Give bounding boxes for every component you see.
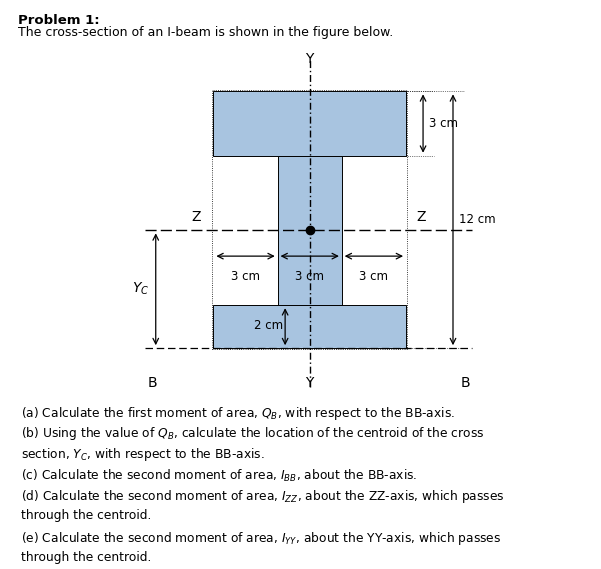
Text: (c) Calculate the second moment of area, $I_{BB}$, about the BB-axis.: (c) Calculate the second moment of area,…: [21, 468, 417, 484]
Text: B: B: [147, 376, 157, 390]
Text: (e) Calculate the second moment of area, $I_{YY}$, about the YY-axis, which pass: (e) Calculate the second moment of area,…: [21, 530, 501, 547]
Text: through the centroid.: through the centroid.: [21, 551, 151, 564]
Text: (d) Calculate the second moment of area, $I_{ZZ}$, about the ZZ-axis, which pass: (d) Calculate the second moment of area,…: [21, 488, 505, 505]
Bar: [213, 92, 406, 155]
Text: section, $Y_C$, with respect to the BB-axis.: section, $Y_C$, with respect to the BB-a…: [21, 447, 264, 464]
Text: Z: Z: [416, 210, 426, 224]
Text: 3 cm: 3 cm: [359, 270, 388, 283]
Bar: [278, 155, 342, 306]
Text: 3 cm: 3 cm: [231, 270, 260, 283]
Text: (a) Calculate the first moment of area, $Q_B$, with respect to the BB-axis.: (a) Calculate the first moment of area, …: [21, 405, 455, 422]
Text: (b) Using the value of $Q_B$, calculate the location of the centroid of the cros: (b) Using the value of $Q_B$, calculate …: [21, 426, 484, 443]
Text: 3 cm: 3 cm: [295, 270, 324, 283]
Bar: [212, 90, 407, 349]
Text: Problem 1:: Problem 1:: [18, 14, 100, 27]
Text: 3 cm: 3 cm: [430, 117, 459, 130]
Text: 2 cm: 2 cm: [254, 319, 283, 332]
Text: through the centroid.: through the centroid.: [21, 509, 151, 522]
Text: The cross-section of an I-beam is shown in the figure below.: The cross-section of an I-beam is shown …: [18, 26, 393, 39]
Text: Y: Y: [305, 52, 314, 66]
Text: 12 cm: 12 cm: [459, 213, 496, 226]
Text: $Y_C$: $Y_C$: [132, 281, 149, 298]
Bar: [213, 306, 406, 348]
Text: B: B: [460, 376, 470, 390]
Text: Y: Y: [305, 376, 314, 390]
Text: Z: Z: [191, 210, 201, 224]
